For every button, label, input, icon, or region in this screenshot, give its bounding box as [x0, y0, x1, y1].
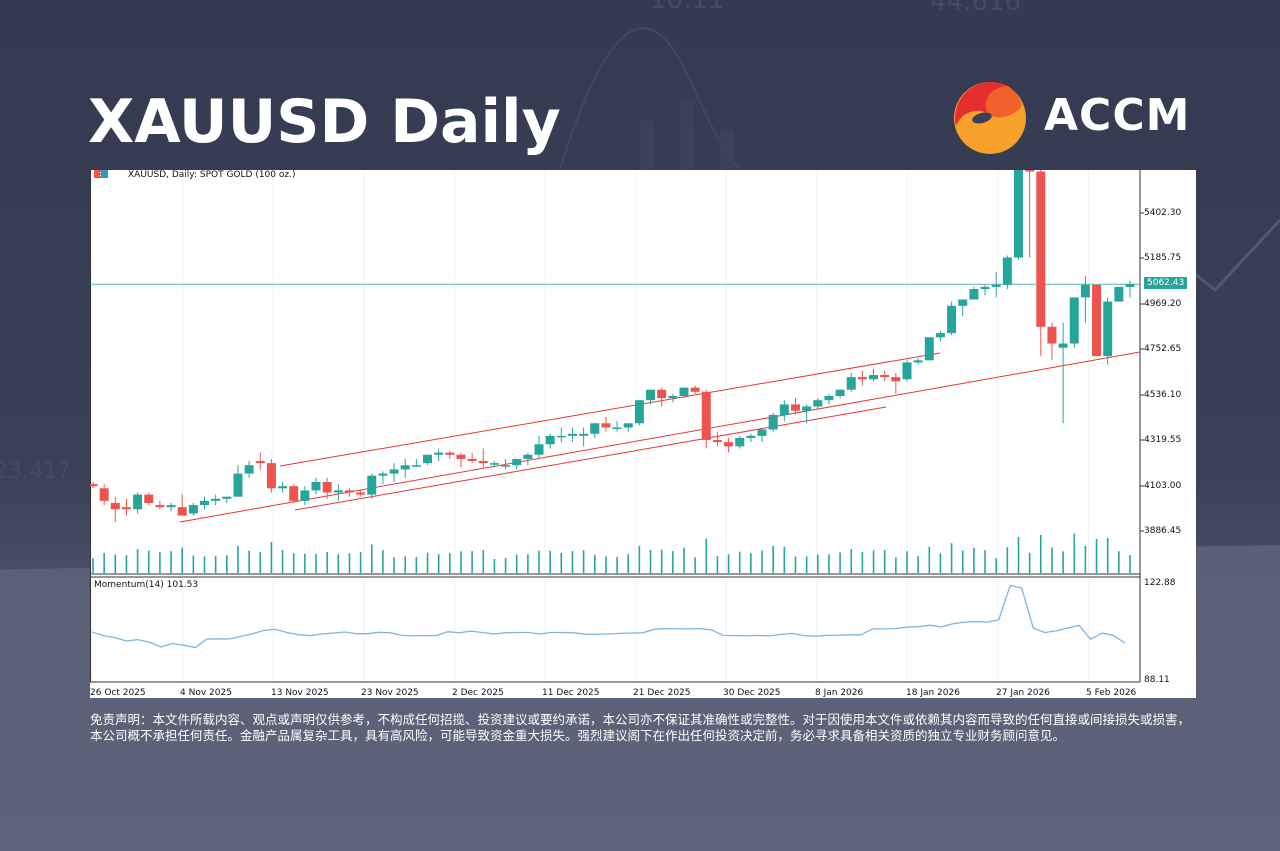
price-tick: 4752.65 [1144, 344, 1182, 354]
date-tick: 18 Jan 2026 [906, 688, 960, 698]
date-tick: 4 Nov 2025 [180, 688, 232, 698]
date-tick: 27 Jan 2026 [996, 688, 1050, 698]
price-tick: 4319.55 [1144, 435, 1182, 445]
price-tick: 5402.30 [1144, 208, 1182, 218]
brand-logo: ACCM [952, 80, 1202, 156]
date-tick: 30 Dec 2025 [723, 688, 781, 698]
date-tick: 2 Dec 2025 [452, 688, 504, 698]
chart-type-icon[interactable] [94, 170, 125, 179]
date-tick: 26 Oct 2025 [90, 688, 146, 698]
svg-text:23.417: 23.417 [0, 459, 71, 484]
date-tick: 21 Dec 2025 [633, 688, 691, 698]
price-tick: 4103.00 [1144, 481, 1182, 491]
svg-text:44.616: 44.616 [930, 0, 1021, 17]
momentum-tick-high: 122.88 [1144, 578, 1176, 588]
price-tick: 4536.10 [1144, 390, 1182, 400]
page-title: XAUUSD Daily [88, 87, 561, 157]
date-tick: 5 Feb 2026 [1086, 688, 1137, 698]
chart-panel[interactable]: XAUUSD, Daily: SPOT GOLD (100 oz.) Momen… [90, 170, 1196, 698]
date-tick: 13 Nov 2025 [271, 688, 329, 698]
price-tick: 5185.75 [1144, 253, 1182, 263]
price-tick: 4969.20 [1144, 299, 1182, 309]
chart-header: XAUUSD, Daily: SPOT GOLD (100 oz.) [94, 170, 295, 180]
date-tick: 8 Jan 2026 [815, 688, 864, 698]
brand-name: ACCM [1044, 90, 1191, 141]
price-chart[interactable] [90, 170, 1196, 698]
date-tick: 11 Dec 2025 [542, 688, 600, 698]
disclaimer-text: 免责声明：本文件所载内容、观点或声明仅供参考，不构成任何招揽、投资建议或要约承诺… [90, 712, 1191, 743]
date-tick: 23 Nov 2025 [361, 688, 419, 698]
price-tick: 3886.45 [1144, 526, 1182, 536]
accm-logo-icon [954, 81, 1026, 154]
svg-text:10.11: 10.11 [650, 0, 724, 15]
current-price-badge: 5062.43 [1144, 277, 1188, 289]
momentum-tick-low: 88.11 [1144, 675, 1170, 685]
momentum-label: Momentum(14) 101.53 [94, 580, 199, 590]
chart-symbol-label: XAUUSD, Daily: SPOT GOLD (100 oz.) [128, 170, 296, 180]
